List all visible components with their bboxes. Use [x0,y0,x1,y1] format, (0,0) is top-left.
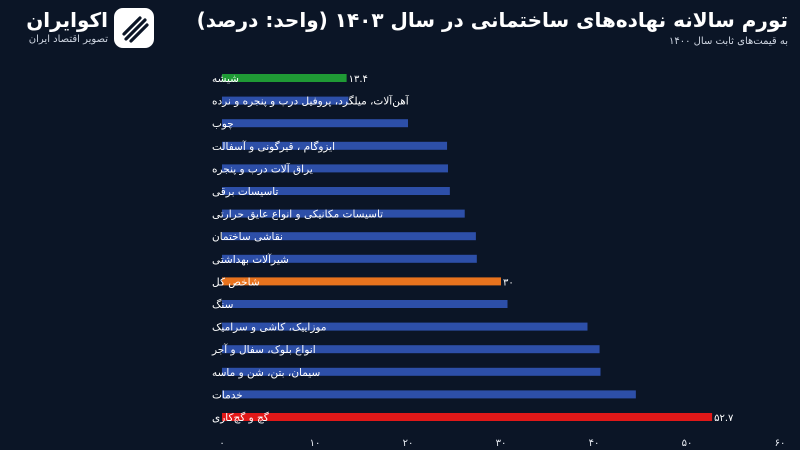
category-label-2: چوب [212,118,234,130]
x-tick-label-6: ۶۰ [775,438,786,449]
bar-1 [222,96,349,105]
category-label-1: آهن‌آلات، میلگرد، پروفیل درب و پنجره و ن… [212,95,410,108]
category-label-12: انواع بلوک، سفال و آجر [211,343,316,356]
bar-8 [222,254,477,263]
bar-4 [222,164,448,173]
category-label-13: سیمان، بتن، شن و ماسه [212,367,320,379]
bar-7 [222,232,476,241]
category-label-8: شیرآلات بهداشتی [212,253,289,266]
x-tick-label-5: ۵۰ [682,438,693,449]
bar-3 [222,141,448,150]
x-tick-label-0: ۰ [219,438,224,449]
category-label-0: شیشه [212,73,239,85]
bar-11 [222,322,588,331]
bars-group [222,74,713,421]
data-label-0: ۱۳.۴ [349,74,368,85]
x-ticks-group: ۰ ۱۰ ۲۰ ۳۰ ۴۰ ۵۰ ۶۰ [219,438,785,449]
x-tick-label-1: ۱۰ [310,438,321,449]
x-tick-label-3: ۳۰ [496,438,507,449]
category-label-14: خدمات [212,389,243,401]
category-label-15: گچ و گچ‌کاری [212,411,269,424]
bar-2 [222,119,408,128]
category-label-10: سنگ [212,298,233,311]
bar-10 [222,300,508,308]
x-tick-label-4: ۴۰ [589,438,600,449]
category-label-4: یراق آلات درب و پنجره [212,162,313,175]
bar-0 [222,74,347,82]
category-label-3: ایزوگام ، قیرگونی و آسفالت [212,140,335,153]
bar-9 [222,277,501,286]
bar-15 [222,413,713,421]
bar-14 [222,390,636,399]
bar-12 [222,345,600,354]
category-label-9: شاخص کل [212,276,260,288]
category-label-7: نقاشی ساختمان [212,231,283,243]
data-label-15: ۵۲.۷ [714,413,734,424]
chart-title: تورم سالانه نهاده‌های ساختمانی در سال ۱۴… [196,8,788,32]
data-label-9: ۳۰ [503,277,514,288]
brand-tagline: تصویر اقتصاد ایران [28,34,108,45]
bar-6 [222,209,465,218]
brand-name: اکوایران [26,8,108,32]
category-label-5: تاسیسات برقی [212,186,278,198]
category-label-11: موزاییک، کاشی و سرامیک [212,322,326,334]
bar-13 [222,367,601,376]
chart-subtitle: به قیمت‌های ثابت سال ۱۴۰۰ [668,36,788,47]
ecoiran-logo-icon [114,8,154,48]
category-label-6: تاسیسات مکانیکی و انواع عایق حرارتی [212,209,383,221]
brand-logo: اکوایران تصویر اقتصاد ایران [8,6,158,52]
bar-5 [222,187,450,195]
category-labels-group: شیشه ۱۳.۴ آهن‌آلات، میلگرد، پروفیل درب و پ… [211,73,734,424]
x-tick-label-2: ۲۰ [403,438,414,449]
